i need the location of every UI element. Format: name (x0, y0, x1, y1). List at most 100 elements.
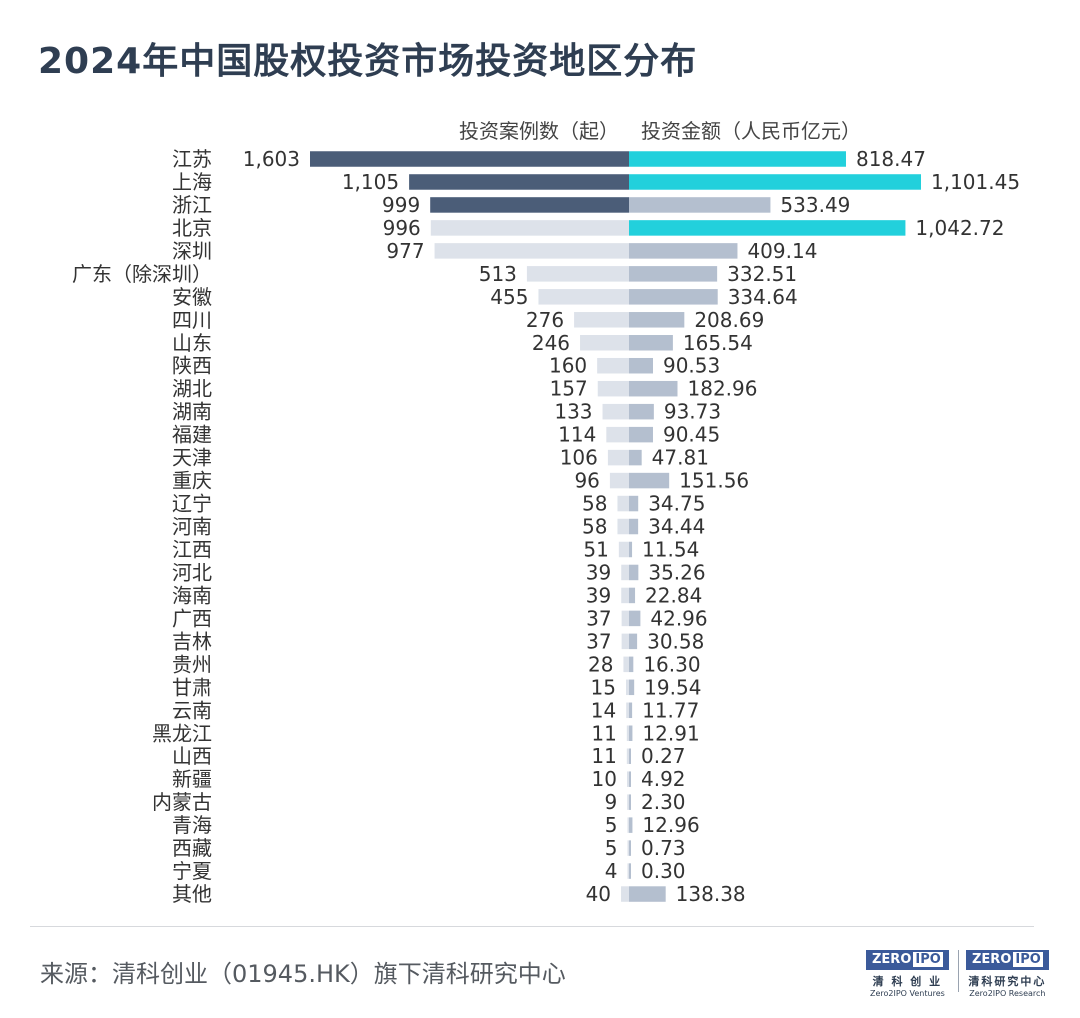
region-label: 北京 (172, 216, 212, 240)
value-label-amount: 90.45 (663, 423, 720, 447)
value-label-amount: 4.92 (641, 767, 686, 791)
chart-title: 2024年中国股权投资市场投资地区分布 (38, 41, 698, 82)
bar-amount (629, 449, 642, 466)
bar-cases (626, 725, 629, 741)
region-label: 重庆 (172, 469, 212, 493)
value-label-cases: 39 (586, 583, 611, 607)
value-label-amount: 22.84 (645, 583, 702, 607)
bar-cases (621, 633, 629, 650)
value-label-amount: 138.38 (676, 882, 746, 906)
value-label-cases: 276 (526, 308, 564, 332)
bar-cases (580, 335, 629, 351)
bar-amount (629, 748, 631, 764)
bar-amount (629, 725, 633, 741)
value-label-amount: 90.53 (663, 354, 720, 378)
value-label-cases: 39 (586, 560, 611, 584)
bar-amount (629, 817, 633, 833)
bar-cases (621, 610, 629, 627)
bar-cases (627, 771, 629, 787)
region-label: 浙江 (172, 193, 212, 217)
logo-separator (958, 950, 959, 992)
bar-cases (617, 518, 629, 535)
bar-cases (627, 817, 629, 833)
value-label-amount: 165.54 (683, 331, 753, 355)
value-label-cases: 1,603 (243, 147, 300, 171)
value-label-amount: 47.81 (652, 446, 709, 470)
region-label: 陕西 (172, 354, 212, 378)
bar-amount (629, 863, 631, 879)
value-label-cases: 1,105 (342, 170, 399, 194)
bar-cases (627, 840, 629, 856)
bar-cases (621, 886, 629, 902)
value-label-cases: 513 (479, 262, 517, 286)
bar-cases (538, 289, 629, 305)
bar-amount (629, 220, 906, 236)
series-header-amount: 投资金额（人民币亿元） (641, 119, 861, 143)
bar-cases (626, 748, 629, 764)
value-label-cases: 58 (582, 515, 607, 539)
bar-cases (609, 472, 629, 489)
value-label-cases: 999 (382, 193, 420, 217)
bar-cases (626, 702, 629, 719)
bar-cases (618, 541, 629, 558)
bar-amount (629, 886, 666, 902)
value-label-amount: 208.69 (694, 308, 764, 332)
value-label-cases: 51 (583, 537, 608, 561)
value-label-amount: 42.96 (650, 606, 707, 630)
region-label: 安徽 (172, 285, 212, 309)
region-label: 辽宁 (172, 492, 212, 516)
value-label-amount: 334.64 (728, 285, 798, 309)
region-label: 山东 (172, 331, 212, 355)
bar-amount (629, 541, 633, 558)
logo-en-name: Zero2IPO Research (969, 989, 1046, 998)
value-label-amount: 818.47 (856, 147, 926, 171)
region-label: 广西 (172, 606, 212, 630)
value-label-cases: 9 (604, 790, 617, 814)
value-label-cases: 10 (592, 767, 617, 791)
series-header-cases: 投资案例数（起） (459, 119, 619, 143)
bar-cases (409, 174, 629, 190)
value-label-cases: 996 (383, 216, 421, 240)
bar-amount (629, 380, 678, 397)
region-label: 河南 (172, 515, 212, 539)
value-label-cases: 977 (386, 239, 424, 263)
region-label: 江西 (172, 537, 212, 561)
butterfly-bar-chart: 投资案例数（起） 投资金额（人民币亿元） 江苏 1,603 818.47 上海 1,105 1… (72, 119, 1020, 906)
bar-amount (629, 518, 639, 535)
bar-amount (629, 587, 636, 604)
value-label-cases: 11 (591, 744, 616, 768)
bar-cases (526, 266, 629, 282)
bar-cases (621, 587, 629, 604)
value-label-cases: 96 (574, 469, 599, 493)
value-label-amount: 151.56 (679, 469, 749, 493)
bar-amount (629, 771, 631, 787)
bar-amount (629, 840, 631, 856)
region-label: 江苏 (172, 147, 212, 171)
bar-cases (627, 863, 629, 879)
region-label: 湖南 (172, 400, 212, 424)
bar-amount (629, 794, 631, 810)
bar-cases (607, 449, 629, 466)
bar-amount (629, 197, 771, 213)
bar-cases (606, 426, 629, 443)
bar-cases (430, 220, 629, 236)
bar-amount (629, 495, 639, 512)
bar-amount (629, 289, 718, 305)
region-label: 四川 (172, 308, 212, 332)
bar-amount (629, 679, 635, 696)
logo-cn-name: 清科研究中心 (968, 975, 1047, 988)
value-label-cases: 37 (586, 629, 611, 653)
region-label: 贵州 (172, 652, 212, 676)
value-label-cases: 5 (605, 813, 618, 837)
value-label-cases: 114 (558, 423, 596, 447)
region-label: 海南 (172, 583, 212, 607)
value-label-amount: 35.26 (648, 560, 705, 584)
region-label: 宁夏 (172, 859, 212, 883)
bar-cases (574, 312, 629, 328)
bar-amount (629, 702, 633, 719)
region-label: 甘肃 (172, 675, 212, 699)
value-label-cases: 15 (591, 675, 616, 699)
value-label-amount: 11.77 (642, 698, 699, 722)
region-label: 吉林 (172, 629, 212, 653)
divider-line (30, 926, 1034, 927)
